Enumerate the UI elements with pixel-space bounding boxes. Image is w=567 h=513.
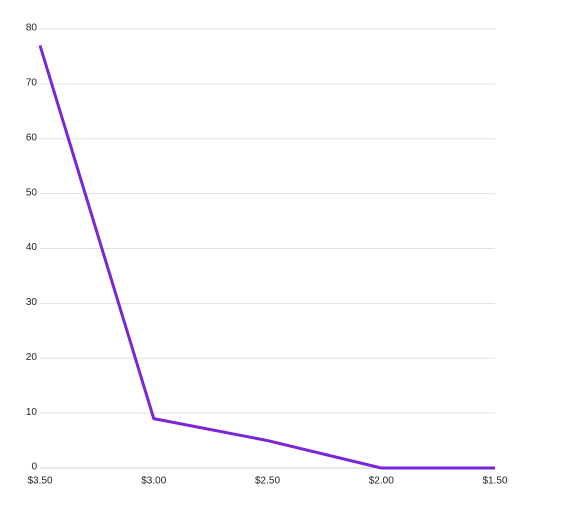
y-tick-label: 30 <box>26 297 38 308</box>
x-tick-label: $2.50 <box>255 476 280 487</box>
x-tick-label: $1.50 <box>482 476 507 487</box>
x-tick-label: $3.50 <box>27 476 52 487</box>
x-tick-label: $3.00 <box>141 476 166 487</box>
data-line <box>38 45 495 470</box>
y-tick-label: 70 <box>26 78 38 89</box>
y-tick-label: 10 <box>26 407 38 418</box>
y-tick-label: 40 <box>26 242 38 253</box>
x-tick-label: $2.00 <box>369 476 394 487</box>
y-tick-label: 20 <box>26 352 38 363</box>
y-tick-label: 80 <box>26 23 38 34</box>
y-tick-label: 60 <box>26 132 38 143</box>
y-tick-label: 50 <box>26 187 38 198</box>
y-tick-label: 0 <box>31 462 37 473</box>
